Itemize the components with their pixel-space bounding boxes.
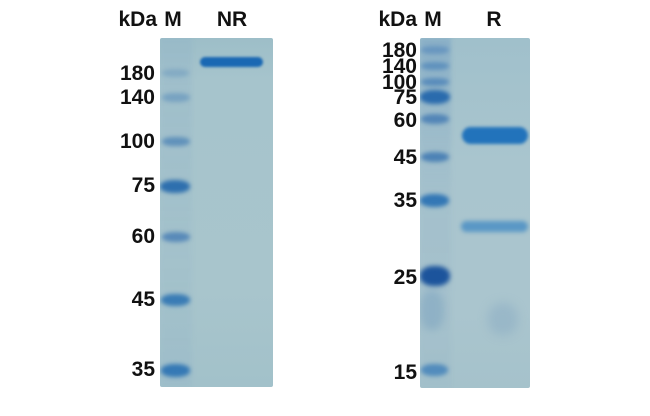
left-marker-lane-header: M xyxy=(164,8,182,31)
right-sample-lane-header: R xyxy=(486,8,502,31)
left-marker-label-75: 75 xyxy=(131,174,155,197)
left-marker-label-45: 45 xyxy=(131,288,155,311)
right-marker-lane-header: M xyxy=(424,8,442,31)
left-marker-lane-smear xyxy=(160,38,192,387)
right-unit-label: kDa xyxy=(378,8,417,31)
right-marker-lane-lower-smear xyxy=(420,290,444,330)
left-marker-band-180 xyxy=(162,69,189,77)
left-marker-band-60 xyxy=(162,232,190,242)
right-marker-band-25 xyxy=(420,266,450,286)
right-marker-label-75: 75 xyxy=(393,86,417,109)
left-marker-label-35: 35 xyxy=(131,358,155,381)
left-marker-band-75 xyxy=(160,180,190,193)
right-marker-band-180 xyxy=(421,46,449,54)
right-marker-label-100: 100 xyxy=(381,71,417,94)
right-marker-label-15: 15 xyxy=(393,361,417,384)
right-marker-label-60: 60 xyxy=(393,109,417,132)
right-marker-label-45: 45 xyxy=(393,146,417,169)
left-marker-label-180: 180 xyxy=(119,62,155,85)
left-marker-band-100 xyxy=(162,137,190,146)
left-marker-label-60: 60 xyxy=(131,225,155,248)
right-marker-band-35 xyxy=(420,194,449,207)
left-gel-surface xyxy=(160,38,273,387)
r-sample-band-light-chain xyxy=(461,221,528,232)
r-sample-band-heavy-chain xyxy=(462,127,528,144)
right-gel-surface xyxy=(420,38,530,388)
right-marker-band-140 xyxy=(421,62,449,70)
right-marker-label-35: 35 xyxy=(393,189,417,212)
left-unit-label: kDa xyxy=(118,8,157,31)
r-lane-faint-smudge xyxy=(488,303,518,335)
right-marker-band-75 xyxy=(420,90,450,104)
right-marker-band-60 xyxy=(421,114,449,124)
nr-sample-band xyxy=(200,57,263,67)
left-marker-band-140 xyxy=(162,93,190,102)
right-marker-label-140: 140 xyxy=(381,55,417,78)
right-marker-band-100 xyxy=(421,78,449,86)
left-marker-label-140: 140 xyxy=(119,86,155,109)
right-marker-band-45 xyxy=(421,152,449,162)
left-marker-label-100: 100 xyxy=(119,130,155,153)
right-marker-label-25: 25 xyxy=(393,266,417,289)
right-marker-band-15 xyxy=(421,364,448,376)
right-marker-label-180: 180 xyxy=(381,39,417,62)
left-marker-band-35 xyxy=(161,364,190,377)
left-sample-lane-header: NR xyxy=(216,8,248,31)
left-marker-band-45 xyxy=(161,294,190,306)
